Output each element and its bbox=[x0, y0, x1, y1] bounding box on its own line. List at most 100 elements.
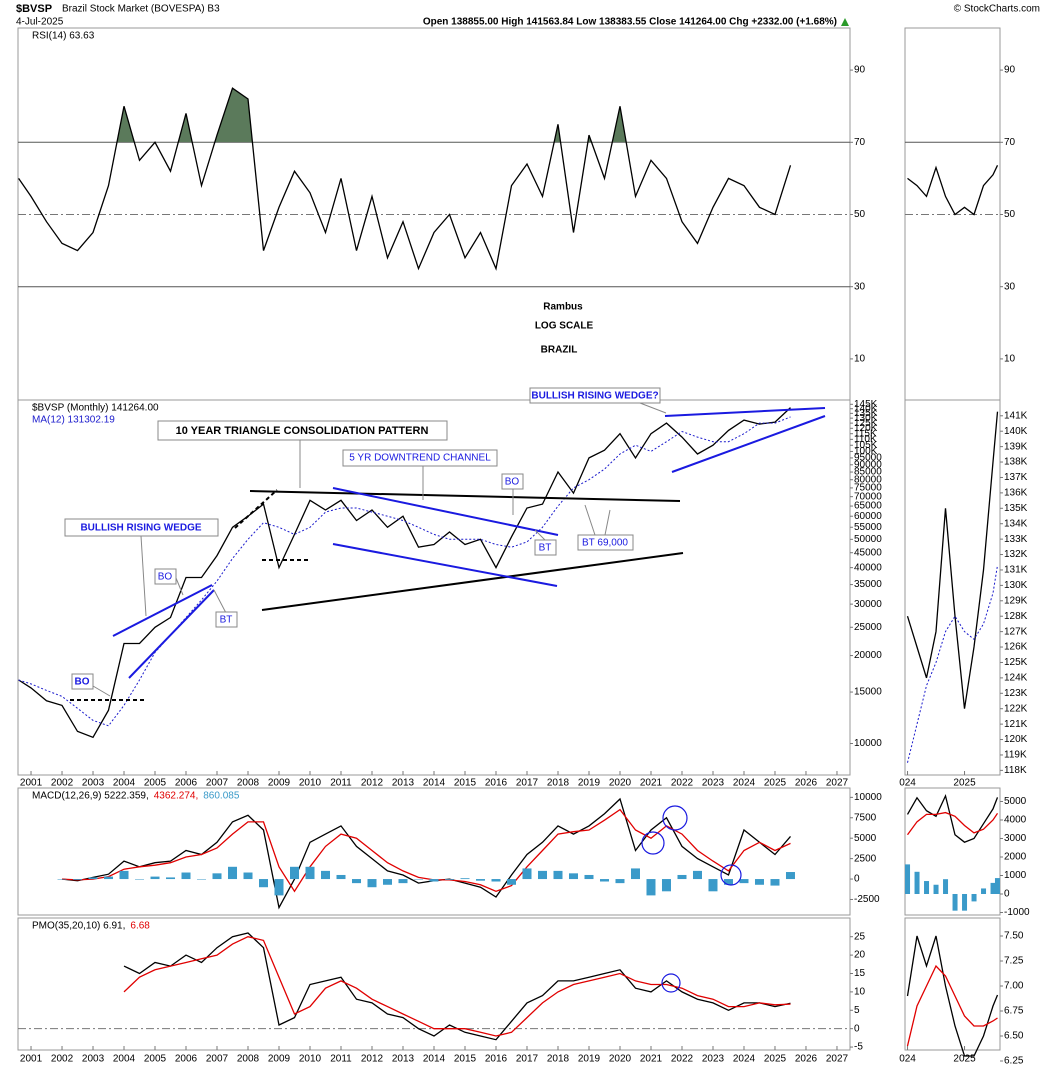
y-tick-label: 120K bbox=[854, 423, 878, 434]
x-tick-label: 2020 bbox=[609, 778, 632, 789]
histogram-bar bbox=[692, 870, 702, 880]
x-tick-label: 2011 bbox=[330, 778, 352, 789]
y-tick-label: 7500 bbox=[854, 812, 877, 823]
y-tick-label: 15 bbox=[854, 968, 866, 979]
trendline bbox=[671, 415, 826, 473]
series-line bbox=[907, 565, 998, 763]
series-line bbox=[18, 87, 792, 271]
up-arrow bbox=[841, 18, 849, 26]
y-tick-label: 127K bbox=[1004, 626, 1028, 637]
histogram-bar bbox=[739, 879, 749, 884]
y-tick-label: 35000 bbox=[854, 579, 882, 590]
x-tick-label: 2001 bbox=[20, 778, 43, 789]
y-tick-label: 139K bbox=[1004, 441, 1028, 452]
y-tick-label: -1000 bbox=[1004, 907, 1030, 918]
y-tick-label: 140K bbox=[1004, 426, 1028, 437]
histogram-bar bbox=[630, 868, 640, 880]
callout: BO bbox=[154, 568, 177, 585]
x-tick-label: 2009 bbox=[268, 778, 291, 789]
panel-frame bbox=[17, 787, 851, 916]
histogram-bar bbox=[933, 884, 939, 894]
y-tick-label: 30000 bbox=[854, 599, 882, 610]
y-tick-label: 130K bbox=[1004, 580, 1028, 591]
y-tick-label: 40000 bbox=[854, 562, 882, 573]
histogram-bar bbox=[677, 874, 687, 880]
callout-text: BT bbox=[539, 543, 552, 554]
histogram-bar bbox=[981, 888, 987, 894]
y-tick-label: 131K bbox=[1004, 565, 1028, 576]
x-tick-label: 2003 bbox=[82, 1054, 105, 1065]
histogram-bar bbox=[990, 882, 996, 894]
trendline bbox=[261, 552, 684, 611]
histogram-bar bbox=[414, 879, 424, 880]
x-tick-label: 2012 bbox=[361, 1054, 384, 1065]
callout-text: BO bbox=[158, 572, 173, 583]
y-tick-label: 132K bbox=[1004, 549, 1028, 560]
y-tick-label: 5000 bbox=[854, 833, 877, 844]
histogram-bar bbox=[971, 893, 977, 902]
trendline bbox=[332, 543, 558, 587]
histogram-bar bbox=[228, 866, 238, 880]
histogram-bar bbox=[383, 879, 393, 885]
callout: BO bbox=[71, 673, 94, 690]
y-tick-label: 10 bbox=[854, 354, 866, 365]
x-tick-label: 2007 bbox=[206, 778, 229, 789]
y-tick-label: 145K bbox=[854, 399, 878, 410]
x-tick-label: 2013 bbox=[392, 1054, 415, 1065]
callout: BO bbox=[501, 473, 524, 490]
y-tick-label: 120K bbox=[1004, 734, 1028, 745]
callout: BT 69,000 bbox=[577, 534, 634, 551]
x-tick-label: 2004 bbox=[113, 1054, 136, 1065]
pointer bbox=[92, 402, 667, 697]
x-tick-label: 2021 bbox=[640, 778, 663, 789]
y-tick-label: 136K bbox=[1004, 488, 1028, 499]
callout-text: 5 YR DOWNTREND CHANNEL bbox=[349, 453, 491, 464]
histogram-bar bbox=[491, 879, 501, 882]
series-line bbox=[906, 793, 999, 843]
y-tick-label: 119K bbox=[1004, 750, 1027, 761]
x-tick-label: 2009 bbox=[268, 1054, 291, 1065]
callout-pointers bbox=[92, 402, 667, 697]
series-line bbox=[906, 964, 998, 1047]
trendline bbox=[234, 489, 278, 529]
y-tick-label: 124K bbox=[1004, 673, 1028, 684]
x-tick-label: 2016 bbox=[485, 1054, 508, 1065]
highlight-circle bbox=[661, 973, 681, 993]
callout: BULLISH RISING WEDGE bbox=[64, 518, 219, 537]
legend-entry: PMO(35,20,10) 6.91, bbox=[32, 921, 125, 932]
panel-frame bbox=[17, 917, 851, 1051]
histogram-bar bbox=[952, 893, 958, 911]
y-tick-label: 128K bbox=[1004, 611, 1028, 622]
callout: BT bbox=[534, 539, 557, 556]
histogram-bar bbox=[770, 879, 780, 886]
x-tick-label: 2010 bbox=[299, 1054, 322, 1065]
highlight-circle bbox=[720, 864, 742, 886]
y-tick-label: 5 bbox=[854, 1005, 860, 1016]
histogram-bar bbox=[475, 879, 485, 881]
y-tick-label: 2500 bbox=[854, 853, 877, 864]
histogram-bar bbox=[243, 872, 253, 880]
histogram-bar bbox=[537, 870, 547, 880]
x-tick-label: 2021 bbox=[640, 1054, 663, 1065]
y-tick-label: 7.50 bbox=[1004, 931, 1024, 942]
y-tick-label: 138K bbox=[1004, 457, 1028, 468]
y-tick-label: 129K bbox=[1004, 595, 1028, 606]
x-tick-label: 2022 bbox=[671, 1054, 694, 1065]
y-tick-label: 10000 bbox=[854, 792, 882, 803]
y-tick-label: -2500 bbox=[854, 894, 880, 905]
callout-text: BO bbox=[75, 677, 90, 688]
y-tick-label: 10000 bbox=[854, 738, 882, 749]
x-tick-label: 2013 bbox=[392, 778, 415, 789]
histogram-bar bbox=[599, 879, 609, 882]
y-tick-label: 7.00 bbox=[1004, 981, 1024, 992]
y-tick-label: 2000 bbox=[1004, 852, 1027, 863]
note: LOG SCALE bbox=[535, 321, 594, 332]
histogram-bar bbox=[522, 868, 532, 880]
y-tick-label: 115K bbox=[854, 428, 877, 439]
y-tick-label: 25 bbox=[854, 931, 866, 942]
legend-entry: RSI(14) 63.63 bbox=[32, 31, 95, 42]
x-tick-label: 024 bbox=[899, 778, 916, 789]
y-tick-label: 50 bbox=[1004, 209, 1016, 220]
series-line bbox=[906, 935, 999, 1057]
